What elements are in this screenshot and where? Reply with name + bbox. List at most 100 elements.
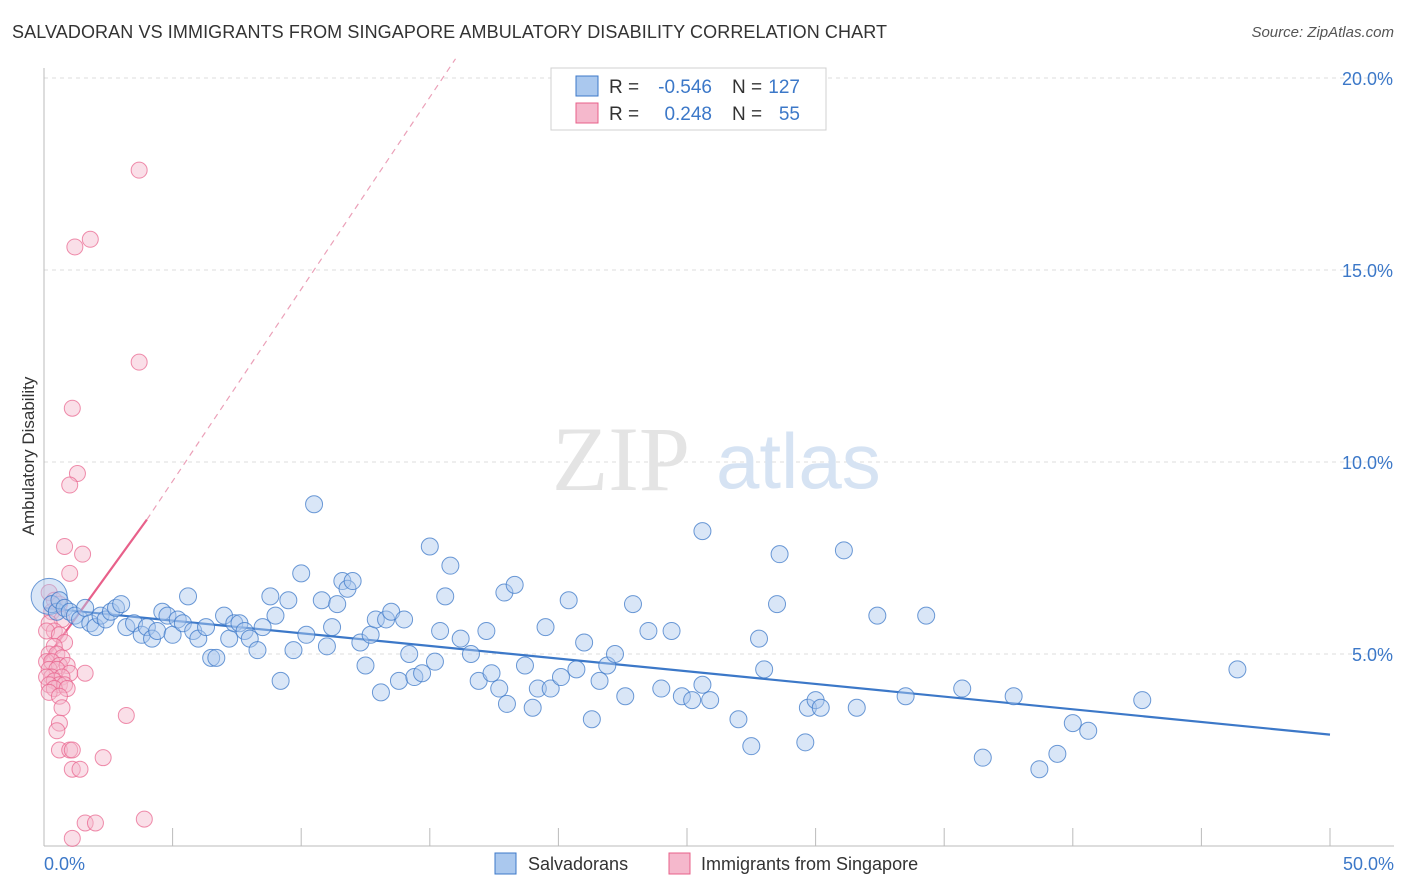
salvadoran-point-95 (616, 687, 635, 706)
salvadoran-point-74 (461, 645, 480, 663)
series-legend-swatch-blue (494, 852, 517, 875)
salvadoran-point-41 (261, 587, 280, 606)
salvadoran-point-79 (495, 583, 514, 602)
salvadoran-point-34 (220, 629, 239, 648)
salvadoran-point-84 (528, 679, 547, 698)
y-tick-label-3: 20.0% (1342, 69, 1393, 89)
salvadoran-point-101 (683, 691, 702, 710)
singapore-point-44 (117, 706, 135, 724)
salvadoran-point-91 (582, 710, 601, 729)
salvadoran-point-125 (1063, 714, 1082, 733)
salvadoran-point-40 (253, 618, 272, 637)
y-tick-label-1: 10.0% (1342, 453, 1393, 473)
chart-title: SALVADORAN VS IMMIGRANTS FROM SINGAPORE … (12, 22, 888, 42)
legend-n-label-1: N = (732, 77, 762, 98)
salvadoran-point-64 (395, 610, 414, 629)
salvadoran-point-26 (173, 614, 192, 633)
legend-n-value-2: 55 (779, 104, 800, 125)
salvadoran-point-45 (284, 641, 303, 660)
trend-lines (43, 58, 1331, 736)
salvadoran-point-65 (400, 645, 419, 663)
salvadoran-point-8 (76, 598, 95, 617)
salvadoran-point-46 (292, 564, 311, 583)
salvadoran-point-76 (477, 621, 496, 640)
salvadoran-point-115 (834, 541, 853, 560)
salvadoran-point-126 (1079, 721, 1098, 740)
salvadoran-point-98 (652, 679, 671, 698)
salvadoran-point-52 (328, 595, 347, 614)
salvadoran-point-71 (436, 587, 455, 606)
legend-n-label-2: N = (732, 104, 762, 125)
salvadoran-point-122 (1004, 687, 1023, 706)
salvadoran-point-56 (351, 633, 370, 652)
singapore-point-46 (48, 722, 66, 740)
legend-r-value-1: -0.546 (658, 77, 712, 98)
salvadoran-point-114 (811, 698, 830, 717)
salvadoran-point-94 (605, 645, 624, 663)
salvadoran-point-69 (425, 652, 444, 671)
salvadoran-point-124 (1048, 744, 1067, 763)
salvadoran-point-92 (590, 671, 609, 690)
stats-legend: R = -0.546 N = 127 R = 0.248 N = 55 (550, 67, 827, 131)
singapore-point-9 (61, 564, 79, 582)
salvadoran-point-83 (523, 698, 542, 717)
salvadoran-point-47 (297, 625, 316, 644)
series-legend-swatch-pink (668, 852, 691, 875)
salvadoran-point-127 (1133, 691, 1152, 710)
salvadoran-point-89 (567, 660, 586, 679)
salvadoran-point-30 (197, 618, 216, 637)
salvadoran-point-39 (248, 641, 267, 660)
salvadoran-point-108 (755, 660, 774, 679)
salvadoran-point-15 (112, 595, 131, 614)
salvadoran-point-97 (639, 621, 658, 640)
salvadoran-point-51 (323, 618, 342, 637)
salvadoran-point-78 (490, 679, 509, 698)
salvadoran-point-103 (693, 675, 712, 694)
singapore-point-4 (63, 399, 81, 417)
singapore-point-53 (76, 814, 94, 832)
salvadoran-point-104 (701, 691, 720, 710)
salvadoran-point-59 (366, 610, 385, 629)
singapore-point-50 (94, 749, 112, 767)
salvadoran-point-67 (413, 664, 432, 683)
singapore-point-52 (71, 760, 89, 778)
legend-swatch-pink (575, 102, 599, 124)
salvadoran-point-100 (672, 687, 691, 706)
singapore-point-3 (130, 353, 148, 371)
singapore-points (38, 161, 153, 847)
salvadoran-point-106 (742, 737, 761, 756)
legend-swatch-blue (575, 75, 599, 97)
singapore-point-56 (63, 829, 81, 847)
salvadoran-point-87 (551, 668, 570, 687)
salvadoran-point-60 (371, 683, 390, 702)
legend-n-value-1: 127 (768, 77, 800, 98)
salvadoran-point-110 (770, 545, 789, 564)
series-legend: Salvadorans Immigrants from Singapore (494, 852, 918, 875)
watermark-atlas: atlas (716, 417, 881, 505)
salvadoran-point-82 (515, 656, 534, 675)
grid-lines (44, 77, 1394, 655)
y-tick-label-0: 5.0% (1352, 645, 1393, 665)
salvadoran-point-109 (768, 595, 787, 614)
salvadoran-point-111 (796, 733, 815, 752)
singapore-point-7 (56, 537, 74, 555)
salvadoran-point-85 (536, 618, 555, 637)
salvadoran-point-118 (896, 687, 915, 706)
salvadoran-point-50 (317, 637, 336, 656)
salvadoran-point-117 (868, 606, 887, 625)
singapore-point-49 (63, 741, 81, 759)
salvadoran-point-21 (148, 621, 167, 640)
singapore-point-6 (61, 476, 79, 494)
salvadoran-point-72 (441, 556, 460, 575)
salvadoran-point-90 (575, 633, 594, 652)
x-tick-label-1: 50.0% (1343, 854, 1394, 874)
singapore-point-43 (53, 699, 71, 717)
salvadoran-point-105 (729, 710, 748, 729)
salvadoran-point-116 (847, 698, 866, 717)
salvadoran-point-88 (559, 591, 578, 610)
singapore-point-47 (50, 741, 68, 759)
salvadoran-point-55 (343, 572, 362, 591)
salvadoran-point-42 (266, 606, 285, 625)
singapore-point-35 (76, 664, 94, 682)
